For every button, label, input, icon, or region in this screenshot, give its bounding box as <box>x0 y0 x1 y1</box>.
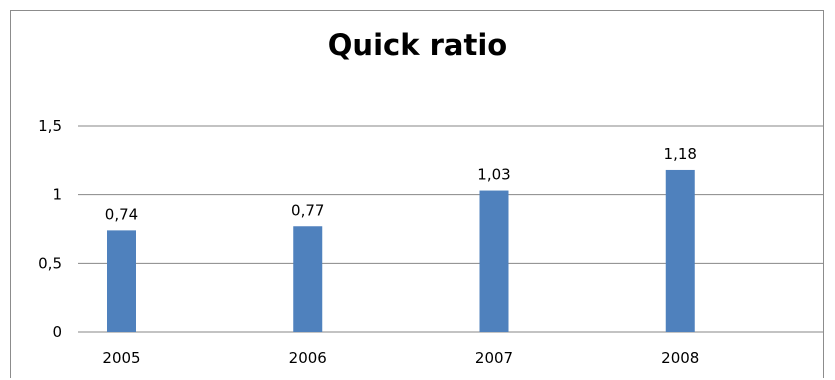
data-labels: 0,74 0,77 1,03 1,18 <box>105 145 697 223</box>
y-axis-labels: 0 0,5 1 1,5 <box>38 117 62 341</box>
data-label-2006: 0,77 <box>291 201 324 219</box>
x-tick-label-2008: 2008 <box>661 349 699 367</box>
x-axis-labels: 2005 2006 2007 2008 <box>102 349 699 367</box>
data-label-2007: 1,03 <box>477 166 510 184</box>
gridlines <box>78 125 823 333</box>
chart-frame <box>10 10 824 378</box>
chart-title: Quick ratio <box>327 28 508 62</box>
x-tick-label-2007: 2007 <box>475 349 513 367</box>
y-tick-label: 0,5 <box>38 254 62 272</box>
y-tick-label: 1,5 <box>38 117 62 135</box>
bar-2006 <box>293 226 323 332</box>
x-tick-label-2006: 2006 <box>289 349 327 367</box>
bar-2008 <box>665 169 695 332</box>
y-tick-label: 1 <box>52 186 62 204</box>
bars <box>107 169 695 332</box>
data-label-2005: 0,74 <box>105 205 138 223</box>
x-tick-label-2005: 2005 <box>102 349 140 367</box>
bar-2005 <box>107 230 136 332</box>
y-tick-label: 0 <box>52 323 62 341</box>
bar-2007 <box>479 190 509 332</box>
data-label-2008: 1,18 <box>664 145 697 163</box>
